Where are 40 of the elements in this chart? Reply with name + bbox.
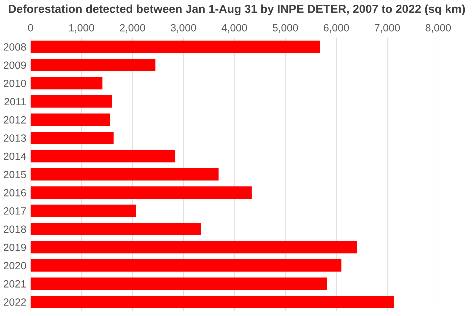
x-tick-label: 6,000 — [324, 24, 350, 33]
bar — [30, 77, 103, 90]
bar — [30, 278, 328, 290]
y-tick-label: 2013 — [4, 134, 26, 142]
chart-title: Deforestation detected between Jan 1-Aug 31 by INPE DETER, 2007 to 2022 (sq km) — [9, 4, 466, 16]
x-tick-label: 4,000 — [222, 24, 248, 33]
y-tick-label: 2021 — [4, 280, 26, 288]
y-tick-label: 2019 — [4, 244, 26, 252]
bar — [30, 114, 110, 126]
bar — [30, 132, 114, 144]
y-tick-label: 2015 — [4, 171, 26, 178]
x-tick-label: 8,000 — [426, 24, 452, 33]
bar — [30, 296, 394, 308]
x-tick-label: 0 — [28, 24, 34, 32]
bar — [30, 59, 156, 72]
bar — [30, 241, 358, 254]
y-tick-label: 2018 — [4, 226, 26, 234]
bar — [30, 168, 219, 181]
y-tick-label: 2017 — [4, 208, 26, 215]
y-tick-label: 2014 — [4, 152, 26, 160]
x-tick-label: 2,000 — [120, 24, 146, 33]
y-tick-label: 2012 — [4, 116, 26, 124]
bar — [30, 204, 136, 218]
bar — [30, 186, 252, 200]
y-tick-label: 2011 — [4, 98, 26, 106]
y-tick-label: 2016 — [4, 189, 26, 197]
bar — [30, 150, 176, 163]
x-tick-label: 3,000 — [171, 24, 196, 33]
bar — [30, 96, 112, 108]
y-tick-label: 2022 — [4, 298, 26, 306]
y-tick-label: 2020 — [4, 262, 26, 270]
x-tick-label: 5,000 — [272, 24, 298, 33]
y-tick-label: 2008 — [4, 44, 26, 51]
y-tick-label: 2010 — [4, 80, 26, 88]
x-tick-label: 7,000 — [374, 24, 400, 33]
x-tick-label: 1,000 — [70, 24, 94, 33]
bar — [30, 223, 201, 236]
y-tick-label: 2009 — [4, 62, 26, 70]
bar — [30, 260, 342, 272]
bar — [30, 40, 320, 54]
